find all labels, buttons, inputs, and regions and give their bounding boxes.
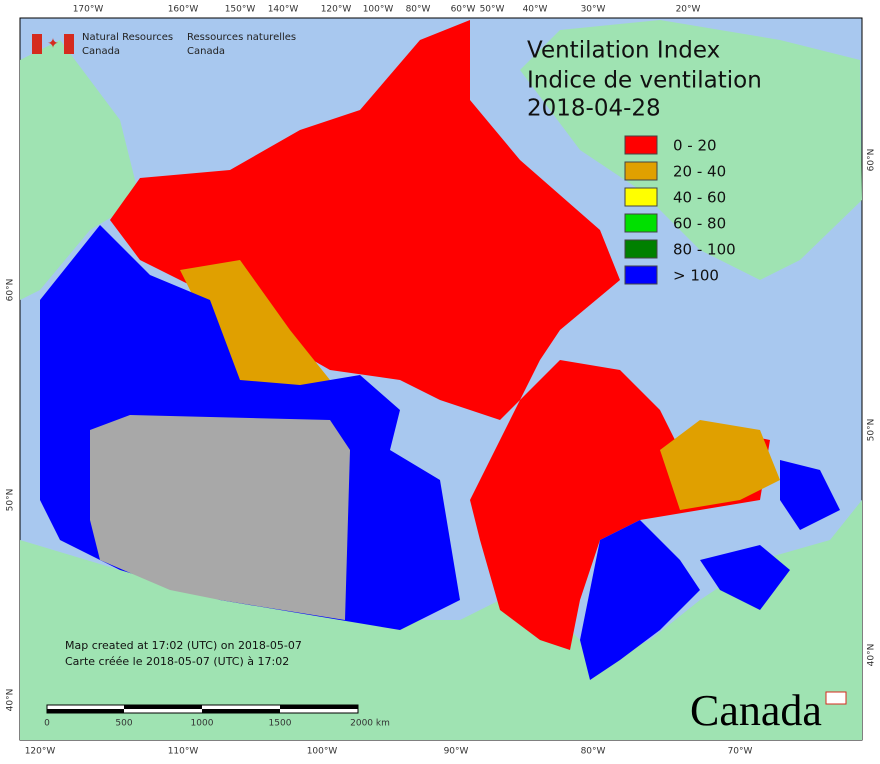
- footer-fr: Carte créée le 2018-05-07 (UTC) à 17:02: [65, 655, 289, 668]
- scale-label: 500: [115, 719, 132, 729]
- legend-label: 80 - 100: [673, 241, 736, 259]
- zone-20-40-west: [180, 260, 330, 400]
- legend-swatch: [624, 239, 658, 259]
- lon-label: 110°W: [168, 747, 199, 757]
- agency-fr: Ressources naturelles: [187, 32, 296, 43]
- lat-label: 60°N: [6, 279, 16, 302]
- lon-label: 140°W: [268, 5, 299, 15]
- lat-label: 50°N: [6, 489, 16, 512]
- usa: [20, 500, 862, 740]
- scale-bar-seg: [202, 709, 280, 713]
- lat-label: 40°N: [867, 644, 877, 667]
- lon-label: 150°W: [225, 5, 256, 15]
- zone-0-20-east: [470, 360, 770, 650]
- flag-leaf: ✦: [47, 36, 59, 52]
- lat-label: 40°N: [6, 689, 16, 712]
- greenland: [520, 20, 862, 280]
- footer-en: Map created at 17:02 (UTC) on 2018-05-07: [65, 639, 302, 652]
- lon-label: 30°W: [581, 5, 606, 15]
- legend-label: 20 - 40: [673, 163, 726, 181]
- lon-label: 120°W: [25, 747, 56, 757]
- scale-label: 2000 km: [350, 719, 390, 729]
- scale-label: 1000: [191, 719, 214, 729]
- legend: 0 - 20 20 - 40 40 - 60 60 - 80 80 - 100 > 100: [624, 135, 736, 285]
- date: 2018-04-28: [527, 96, 661, 122]
- lat-label: 60°N: [867, 149, 877, 172]
- lat-label: 50°N: [867, 419, 877, 442]
- scale-label: 1500: [269, 719, 292, 729]
- wordmark-flag: [825, 691, 847, 705]
- lon-label: 60°W: [451, 5, 476, 15]
- alaska: [20, 40, 140, 300]
- agency-fr: Canada: [187, 46, 225, 57]
- legend-label: > 100: [673, 267, 719, 285]
- agency-en: Natural Resources: [82, 32, 173, 43]
- lon-label: 100°W: [363, 5, 394, 15]
- agency-en: Canada: [82, 46, 120, 57]
- zone-0-20: [110, 20, 620, 420]
- zone-gt-100-east: [580, 520, 700, 680]
- legend-label: 0 - 20: [673, 137, 717, 155]
- legend-swatch: [624, 265, 658, 285]
- legend-swatch: [624, 135, 658, 155]
- lon-label: 80°W: [581, 747, 606, 757]
- scale-bar-seg: [124, 705, 202, 709]
- lon-label: 90°W: [444, 747, 469, 757]
- lon-label: 70°W: [728, 747, 753, 757]
- scale-bar-seg: [280, 705, 358, 709]
- lon-label: 50°W: [480, 5, 505, 15]
- zone-gt-100-maritimes: [700, 545, 790, 610]
- no-data: [90, 415, 350, 620]
- scale-labels: 0 500 1000 1500 2000 km: [44, 719, 390, 729]
- flag-bar: [32, 34, 42, 54]
- title: Indice de ventilation: [527, 68, 762, 94]
- flag-bar: [64, 34, 74, 54]
- wordmark: Canada: [690, 686, 822, 735]
- lon-label: 160°W: [168, 5, 199, 15]
- legend-swatch: [624, 213, 658, 233]
- lon-label: 80°W: [406, 5, 431, 15]
- legend-label: 40 - 60: [673, 189, 726, 207]
- lon-label: 40°W: [523, 5, 548, 15]
- graticule-labels: 170°W 160°W 150°W 140°W 120°W 100°W 80°W 60°W 50…: [6, 5, 877, 757]
- legend-swatch: [624, 187, 658, 207]
- lon-label: 20°W: [676, 5, 701, 15]
- scale-label: 0: [44, 719, 50, 729]
- legend-swatch: [624, 161, 658, 181]
- title: Ventilation Index: [527, 38, 720, 64]
- legend-label: 60 - 80: [673, 215, 726, 233]
- lon-label: 100°W: [307, 747, 338, 757]
- scale-bar-seg: [47, 709, 124, 713]
- zone-gt-100-nl: [780, 460, 840, 530]
- lon-label: 120°W: [321, 5, 352, 15]
- zone-20-40: [660, 420, 780, 510]
- lon-label: 170°W: [73, 5, 104, 15]
